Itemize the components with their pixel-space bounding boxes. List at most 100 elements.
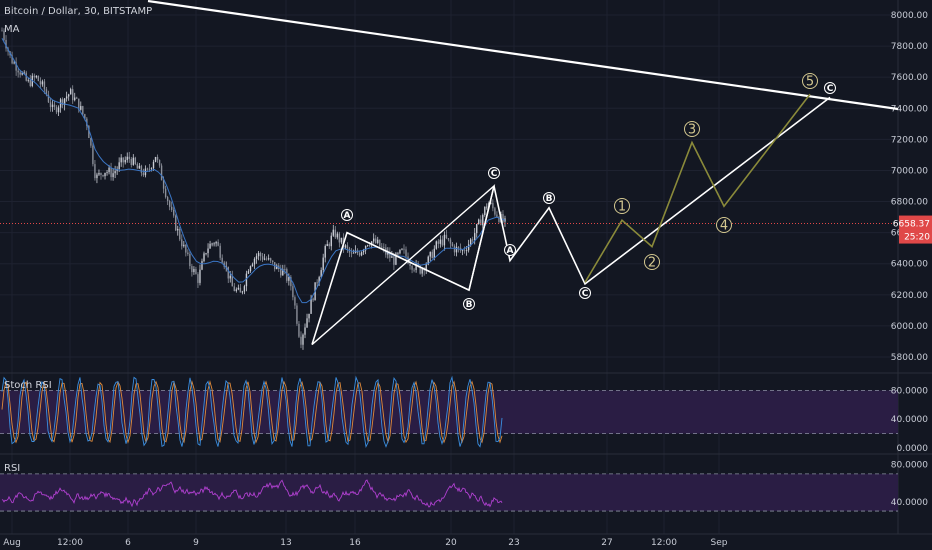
candle-body (344, 245, 347, 248)
wave-label-text: 5 (806, 75, 814, 90)
wave-label-circle (614, 198, 630, 214)
candle-body (229, 275, 231, 279)
candle-body (197, 274, 199, 283)
candle-body (231, 275, 233, 287)
candle-body (17, 70, 19, 73)
wave-label-white: C (824, 82, 836, 94)
candle-body (290, 277, 292, 287)
candle-body (195, 269, 197, 275)
stoch-tick-label: 80.0000 (891, 386, 928, 396)
wave-label-circle (341, 209, 353, 221)
candle-body (445, 234, 448, 239)
candle-body (219, 245, 221, 258)
wave-label-projection: 1 (614, 198, 630, 215)
candle-body (76, 97, 78, 99)
chart-title: Bitcoin / Dollar, 30, BITSTAMP (4, 6, 153, 17)
wave-label-projection: 4 (716, 217, 732, 234)
candle-body (13, 62, 15, 64)
wave-label-white: C (579, 287, 591, 299)
candle-body (302, 334, 304, 345)
time-tick-label: 13 (280, 538, 291, 548)
candle-body (136, 164, 139, 169)
candle-body (51, 104, 54, 108)
candle-body (498, 217, 500, 222)
candle-body (168, 201, 171, 207)
price-tick-label: 8000.00 (891, 11, 928, 21)
overlays: A B C A B C C 1 2 3 4 5 (147, 0, 899, 346)
candle-body (286, 269, 288, 281)
candle-body (310, 298, 312, 314)
current-price-value: 6658.37 (893, 220, 930, 230)
candle-body (82, 106, 84, 115)
candle-body (154, 157, 157, 162)
wave-label-white: B (543, 192, 555, 204)
candle-body (215, 242, 217, 244)
wave-label-circle (716, 217, 732, 233)
wave-label-text: 4 (720, 219, 728, 234)
candle-body (492, 202, 494, 209)
candle-body (288, 277, 290, 281)
candle-body (356, 250, 359, 254)
candle-body (433, 248, 435, 259)
candle-body (33, 75, 36, 78)
candle-body (37, 75, 40, 82)
candle-body (263, 258, 266, 260)
candle-body (5, 39, 7, 49)
candle-body (235, 289, 238, 292)
candle-body (213, 243, 215, 245)
candle-body (399, 249, 401, 254)
price-tick-label: 6800.00 (891, 198, 928, 208)
ma-line (1, 38, 506, 304)
candle-body (352, 252, 355, 254)
candle-body (451, 243, 454, 246)
candle-body (27, 79, 29, 81)
candle-body (120, 157, 122, 163)
candle-body (453, 245, 456, 253)
stoch-tick-label: 40.0000 (891, 415, 928, 425)
candle-body (324, 246, 326, 258)
candle-body (237, 287, 240, 290)
rsi-pane[interactable] (0, 473, 898, 512)
candle-body (334, 229, 337, 238)
wave-label-text: 2 (648, 256, 656, 271)
stoch-k-line (1, 375, 503, 449)
candle-body (187, 252, 189, 255)
candle-body (185, 244, 187, 253)
price-pane[interactable] (0, 27, 898, 350)
candle-body (486, 206, 488, 208)
candle-body (320, 270, 322, 278)
candle-body (372, 238, 375, 242)
candle-body (435, 241, 438, 249)
candle-body (312, 298, 314, 301)
candle-body (146, 168, 149, 170)
candle-body (476, 224, 478, 234)
candle-body (439, 239, 442, 244)
candle-body (437, 241, 440, 244)
candle-body (478, 219, 480, 225)
wave-label-circle (802, 73, 818, 89)
price-tick-label: 5800.00 (891, 353, 928, 363)
candle-body (162, 180, 165, 189)
stoch-rsi-pane[interactable] (0, 375, 898, 449)
grid (0, 0, 932, 535)
candle-body (284, 269, 286, 270)
candle-body (183, 244, 185, 247)
candle-body (502, 214, 504, 222)
candle-body (377, 239, 379, 243)
price-tick-label: 6000.00 (891, 322, 928, 332)
wave-label-projection: 5 (802, 73, 818, 90)
candle-body (152, 161, 155, 169)
candle-body (322, 257, 324, 271)
candle-body (261, 256, 264, 260)
current-price-badge (899, 215, 932, 244)
candle-body (425, 264, 427, 271)
candle-body (271, 260, 274, 263)
time-tick-label: Sep (711, 538, 728, 548)
wave-label-text: 1 (618, 200, 626, 215)
candle-body (267, 258, 270, 260)
candle-body (25, 72, 27, 81)
candle-body (100, 172, 102, 176)
rsi-band-fill (0, 473, 898, 512)
candle-body (1, 30, 3, 32)
